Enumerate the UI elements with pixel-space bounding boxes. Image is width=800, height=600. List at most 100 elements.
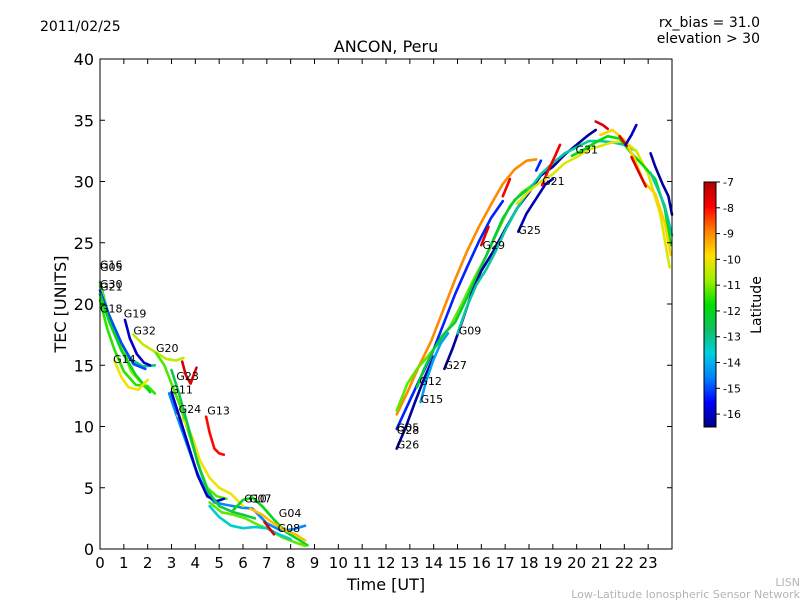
x-tick-label: 5 — [214, 554, 224, 572]
series-g-b — [170, 368, 257, 520]
y-tick-label: 20 — [74, 295, 94, 314]
series-g12 — [415, 188, 528, 389]
prn-label: G28 — [397, 424, 420, 437]
series-g29 — [480, 225, 490, 247]
x-tick-label: 15 — [448, 554, 467, 572]
y-tick-label: 40 — [74, 50, 94, 69]
series-g14 — [113, 359, 149, 392]
x-tick-label: 11 — [353, 554, 372, 572]
colorbar-tick-label: -15 — [723, 382, 741, 395]
series-g-k — [630, 155, 648, 188]
prn-label: G11 — [170, 383, 193, 396]
prn-label: G32 — [133, 325, 156, 338]
colorbar-label: Latitude — [749, 276, 765, 334]
y-axis-label: TEC [UNITS] — [51, 256, 70, 354]
prn-label: G23 — [176, 370, 199, 383]
prn-label: G16 — [100, 259, 123, 272]
prn-label: G30 — [100, 278, 123, 291]
x-tick-label: 19 — [543, 554, 562, 572]
prn-label: G08 — [278, 522, 301, 535]
prn-label: G10 — [244, 492, 267, 505]
prn-label: G25 — [518, 224, 541, 237]
prn-label: G15 — [421, 393, 444, 406]
series-g21 — [98, 292, 152, 394]
series-g13 — [204, 415, 226, 456]
prn-label: G07 — [249, 492, 272, 505]
series-layer — [98, 120, 674, 548]
colorbar-tick-label: -10 — [723, 253, 741, 266]
y-tick-label: 0 — [84, 540, 94, 559]
prn-label: G20 — [156, 342, 179, 355]
x-tick-label: 1 — [119, 554, 129, 572]
series-g-i — [594, 120, 609, 131]
prn-label: G27 — [444, 359, 467, 372]
prn-label: G21 — [542, 175, 565, 188]
x-tick-label: 2 — [143, 554, 153, 572]
x-tick-label: 14 — [424, 554, 443, 572]
series-g08 — [263, 520, 276, 536]
y-tick-label: 5 — [84, 479, 94, 498]
x-tick-label: 18 — [519, 554, 538, 572]
y-tick-label: 10 — [74, 418, 94, 437]
series-g05b — [395, 158, 538, 416]
series-g07 — [208, 504, 292, 541]
prn-label: G05 — [100, 261, 123, 274]
series-g32 — [132, 333, 185, 362]
x-axis-label: Time [UT] — [346, 575, 425, 594]
colorbar-tick-label: -14 — [723, 357, 741, 370]
prn-label: G13 — [207, 404, 230, 417]
series-g15 — [419, 332, 450, 404]
y-axis: 0 5 10 15 20 25 30 35 40 — [74, 50, 672, 559]
colorbar-tick-label: -12 — [723, 305, 741, 318]
prn-label: G19 — [124, 308, 147, 321]
x-tick-label: 12 — [376, 554, 395, 572]
x-tick-label: 17 — [496, 554, 515, 572]
rx-bias-label: rx_bias = 31.0 — [659, 15, 760, 31]
x-tick-label: 3 — [167, 554, 177, 572]
colorbar-ticks: -7 -8 -9 -10 -11 -12 -13 -14 -15 -16 — [716, 176, 741, 421]
watermark-lisn: LISN — [775, 576, 800, 589]
series-g30 — [98, 289, 147, 371]
series-g-m — [649, 152, 674, 216]
y-tick-label: 15 — [74, 356, 94, 375]
prn-label: G29 — [483, 239, 506, 252]
series-g-n — [649, 171, 674, 237]
y-tick-label: 25 — [74, 234, 94, 253]
x-tick-label: 23 — [639, 554, 658, 572]
colorbar-gradient — [703, 181, 717, 428]
series-g-e — [501, 177, 512, 198]
series-g28 — [395, 199, 505, 431]
series-g09 — [456, 139, 638, 335]
prn-label: G21 — [100, 281, 123, 294]
series-g26 — [395, 355, 435, 450]
watermark-network: Low-Latitude Ionospheric Sensor Network — [571, 588, 800, 600]
y-tick-label: 30 — [74, 173, 94, 192]
x-tick-label: 9 — [310, 554, 320, 572]
x-tick-label: 16 — [472, 554, 491, 572]
x-tick-label: 0 — [95, 554, 105, 572]
date-label: 2011/02/25 — [40, 19, 121, 35]
colorbar-tick-label: -7 — [723, 176, 734, 189]
x-tick-label: 22 — [615, 554, 634, 572]
x-tick-label: 8 — [286, 554, 296, 572]
colorbar-tick-label: -16 — [723, 408, 741, 421]
series-g10 — [208, 501, 307, 548]
prn-label: G26 — [397, 439, 420, 452]
series-g18 — [98, 299, 157, 395]
prn-label: G31 — [576, 143, 599, 156]
prn-label: G04 — [279, 507, 302, 520]
x-tick-label: 20 — [567, 554, 586, 572]
prn-label: G09 — [459, 325, 482, 338]
x-tick-label: 4 — [191, 554, 201, 572]
colorbar-tick-label: -8 — [723, 202, 734, 215]
y-tick-label: 35 — [74, 111, 94, 130]
plot-frame — [99, 58, 673, 550]
prn-label: G12 — [419, 375, 442, 388]
series-g04 — [248, 507, 307, 542]
colorbar-tick-label: -11 — [723, 279, 741, 292]
series-g-f — [534, 159, 543, 172]
prn-label: G18 — [100, 303, 123, 316]
series-g-c — [232, 496, 309, 547]
